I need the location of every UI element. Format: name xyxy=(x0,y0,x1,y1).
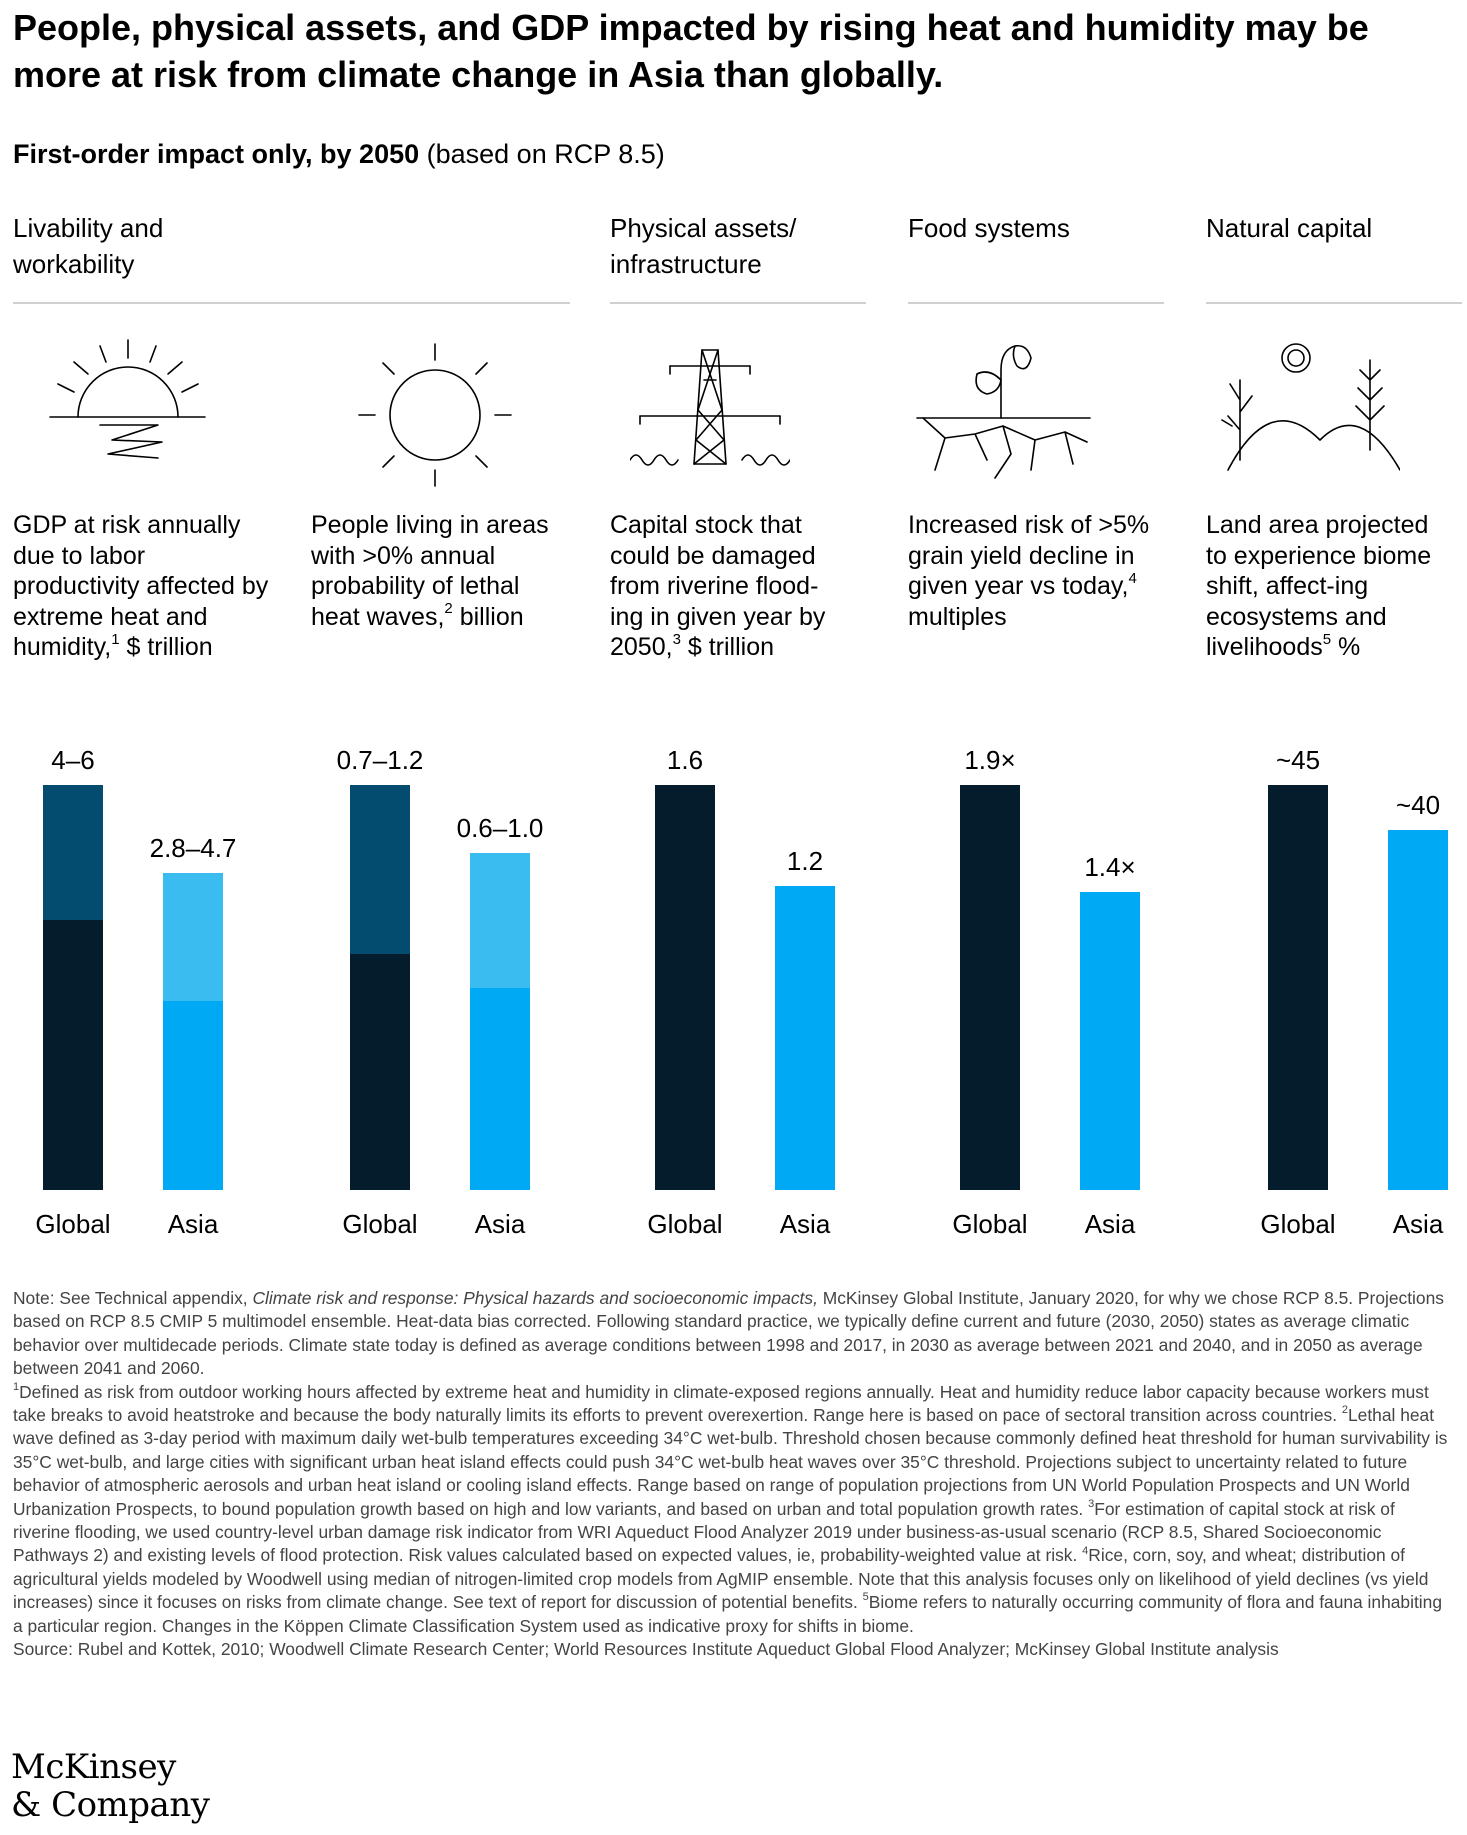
category-label: Asia xyxy=(167,1209,219,1239)
logo-line-2: & Company xyxy=(11,1785,210,1825)
bar-low-segment xyxy=(470,987,530,1190)
chart-subtitle: First-order impact only, by 2050 (based … xyxy=(13,137,665,171)
category-label: Asia xyxy=(1392,1209,1444,1239)
source-line: Source: Rubel and Kottek, 2010; Woodwell… xyxy=(13,1639,1279,1660)
sunset-icon xyxy=(49,339,206,459)
category-divider xyxy=(908,302,1164,304)
footnote-3: For estimation of capital stock at risk … xyxy=(13,1498,1395,1566)
bar xyxy=(1268,785,1328,1190)
metric-text: Capital stock that could be damaged from… xyxy=(610,511,826,661)
bar-range-segment xyxy=(43,785,103,920)
footnote-4: Rice, corn, soy, and wheat; distribution… xyxy=(13,1545,1429,1613)
data-label: 0.6–1.0 xyxy=(456,812,544,843)
note-text: McKinsey Global Institute, January 2020,… xyxy=(13,1288,1444,1379)
metric-description: People living in areas with >0% annual p… xyxy=(311,510,551,632)
subtitle-rest: (based on RCP 8.5) xyxy=(419,139,665,169)
data-label: 2.8–4.7 xyxy=(149,832,237,863)
metric-unit: billion xyxy=(452,602,524,631)
data-label: 1.9× xyxy=(964,745,1016,775)
footnote-paragraph: 1Defined as risk from outdoor working ho… xyxy=(13,1381,1455,1638)
bar xyxy=(960,785,1020,1190)
category-natural: Natural capital xyxy=(1206,213,1373,243)
data-label: 1.6 xyxy=(666,745,704,775)
footnote-marker: 5 xyxy=(1322,630,1332,648)
data-label: ~40 xyxy=(1395,790,1441,820)
metric-description: GDP at risk annually due to labor produc… xyxy=(13,510,273,663)
bar-low-segment xyxy=(350,953,410,1190)
footnote-marker: 1 xyxy=(13,1380,20,1393)
bar-range-segment xyxy=(350,785,410,954)
category-label: Asia xyxy=(779,1209,831,1239)
footnote-marker: 4 xyxy=(1128,569,1137,587)
category-label: Global xyxy=(952,1209,1028,1239)
metric-text: GDP at risk annually due to labor produc… xyxy=(13,511,269,661)
category-label: Asia xyxy=(1084,1209,1136,1239)
data-label: 1.4× xyxy=(1084,851,1136,882)
data-label: 0.7–1.2 xyxy=(336,745,424,775)
note-report-title: Climate risk and response: Physical haza… xyxy=(252,1288,818,1308)
category-livability: Livability and workability xyxy=(13,213,164,279)
note-text: Note: See Technical appendix, xyxy=(13,1288,253,1308)
footnote-marker: 2 xyxy=(444,600,453,618)
category-divider xyxy=(1206,302,1462,304)
footnote-marker: 4 xyxy=(1082,1544,1089,1557)
bar xyxy=(1080,891,1140,1190)
chart-title: People, physical assets, and GDP impacte… xyxy=(13,7,1369,95)
footnote-5: Biome refers to naturally occurring comm… xyxy=(13,1592,1443,1636)
metric-unit: multiples xyxy=(908,602,1007,631)
metric-text: People living in areas with >0% annual p… xyxy=(311,511,549,631)
footnote-marker: 3 xyxy=(1088,1497,1095,1510)
bar xyxy=(655,785,715,1190)
footnote-1: Defined as risk from outdoor working hou… xyxy=(13,1381,1429,1426)
mckinsey-logo: McKinsey & Company xyxy=(11,1747,210,1825)
category-divider xyxy=(610,302,866,304)
metric-unit: $ trillion xyxy=(119,633,213,661)
metric-description: Capital stock that could be damaged from… xyxy=(610,510,850,663)
category-label: Global xyxy=(1260,1209,1336,1239)
data-label: 1.2 xyxy=(786,846,824,877)
landscape-icon xyxy=(1221,343,1400,471)
footnotes: Note: See Technical appendix, Climate ri… xyxy=(13,1287,1455,1662)
metric-unit: % xyxy=(1331,633,1361,661)
footnote-marker: 1 xyxy=(111,630,120,648)
footnote-2: Lethal heat wave defined as 3-day period… xyxy=(13,1405,1448,1519)
category-label: Global xyxy=(342,1209,418,1239)
bar-low-segment xyxy=(43,920,103,1190)
bar-range-segment xyxy=(163,872,223,1001)
footnote-marker: 5 xyxy=(862,1591,869,1604)
power-tower-icon xyxy=(630,349,790,466)
metric-text: Land area projected to experience biome … xyxy=(1206,511,1432,661)
footnote-marker: 2 xyxy=(1341,1404,1348,1417)
category-label: Global xyxy=(35,1209,111,1239)
logo-line-1: McKinsey xyxy=(11,1747,176,1787)
note-paragraph: Note: See Technical appendix, Climate ri… xyxy=(13,1287,1455,1381)
footnote-marker: 3 xyxy=(672,630,681,648)
category-assets: Physical assets/ infrastructure xyxy=(610,213,797,279)
metric-unit: $ trillion xyxy=(680,633,774,661)
plant-dry-soil-icon xyxy=(916,344,1091,479)
sun-icon xyxy=(358,343,512,487)
bar-low-segment xyxy=(163,1001,223,1190)
category-divider xyxy=(13,302,570,304)
category-label: Global xyxy=(647,1209,723,1239)
metric-description: Increased risk of >5% grain yield declin… xyxy=(908,510,1153,632)
category-food: Food systems xyxy=(908,213,1070,243)
bar xyxy=(1388,830,1448,1190)
data-label: ~45 xyxy=(1275,745,1321,775)
category-label: Asia xyxy=(474,1209,526,1239)
data-label: 4–6 xyxy=(51,745,95,775)
bar xyxy=(775,886,835,1190)
metric-description: Land area projected to experience biome … xyxy=(1206,510,1451,663)
bar-range-segment xyxy=(470,852,530,988)
subtitle-bold: First-order impact only, by 2050 xyxy=(13,139,420,169)
metric-text: Increased risk of >5% grain yield declin… xyxy=(908,511,1150,600)
